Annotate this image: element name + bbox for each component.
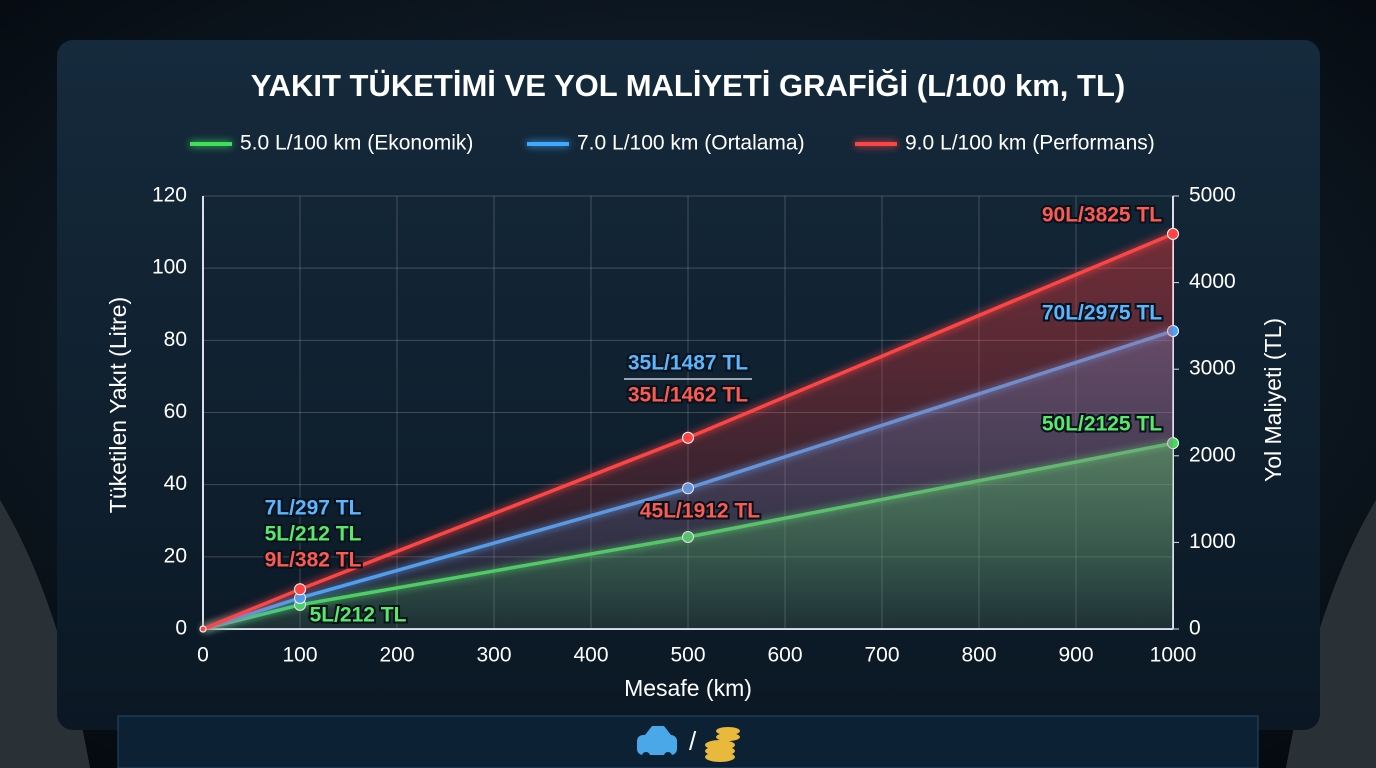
- annotation: 45L/1912 TL: [640, 500, 760, 523]
- y-tick-label: 100: [152, 256, 187, 279]
- chart-title: YAKIT TÜKETİMİ VE YOL MALİYETİ GRAFİĞİ (…: [251, 68, 1125, 103]
- x-tick-label: 900: [1058, 644, 1093, 667]
- point: [199, 625, 207, 633]
- annotation: 35L/1462 TL: [628, 384, 748, 407]
- x-tick-label: 600: [767, 644, 802, 667]
- y-axis-label: Tüketilen Yakıt (Litre): [105, 297, 131, 513]
- point: [682, 431, 694, 444]
- legend-label: 9.0 L/100 km (Performans): [905, 132, 1155, 155]
- point: [1167, 227, 1179, 240]
- point: [294, 583, 306, 596]
- y2-tick-label: 1000: [1189, 530, 1236, 553]
- y-tick-label: 40: [164, 472, 187, 495]
- icon-car: [637, 726, 677, 760]
- annotation: 5L/212 TL: [265, 523, 362, 546]
- y2-tick-label: 2000: [1189, 443, 1236, 466]
- y2-tick-label: 4000: [1189, 270, 1236, 293]
- annotation: 90L/3825 TL: [1042, 204, 1162, 227]
- y2-tick-label: 5000: [1189, 184, 1236, 207]
- legend-label: 5.0 L/100 km (Ekonomik): [240, 132, 473, 155]
- line: [202, 232, 1174, 631]
- annotation: 50L/2125 TL: [1042, 413, 1162, 436]
- bottom-bar: [117, 715, 1259, 768]
- x-tick-label: 0: [197, 644, 209, 667]
- y-tick-label: 60: [164, 400, 187, 423]
- y2-tick-label: 0: [1189, 617, 1201, 640]
- y-tick-label: 80: [164, 328, 187, 351]
- x-tick-label: 700: [864, 644, 899, 667]
- y-tick-label: 20: [164, 544, 187, 567]
- annotation: 9L/382 TL: [265, 549, 362, 572]
- annotation: 35L/1487 TL: [628, 352, 748, 375]
- y2-tick-label: 3000: [1189, 357, 1236, 380]
- x-axis-label: Mesafe (km): [624, 675, 752, 701]
- icon-coins: [705, 727, 740, 762]
- y2-axis-label: Yol Maliyeti (TL): [1260, 318, 1286, 482]
- legend-label: 7.0 L/100 km (Ortalama): [577, 132, 805, 155]
- x-tick-label: 200: [379, 644, 414, 667]
- x-tick-label: 300: [476, 644, 511, 667]
- area: [203, 233, 1173, 629]
- y-tick-label: 120: [152, 184, 187, 207]
- annotation: 7L/297 TL: [265, 497, 362, 520]
- annotation: 5L/212 TL: [310, 604, 407, 627]
- x-tick-label: 800: [961, 644, 996, 667]
- x-tick-label: 1000: [1150, 644, 1197, 667]
- x-tick-label: 500: [670, 644, 705, 667]
- x-tick-label: 400: [573, 644, 608, 667]
- y-tick-label: 0: [175, 617, 187, 640]
- annotation: 70L/2975 TL: [1042, 302, 1162, 325]
- x-tick-label: 100: [282, 644, 317, 667]
- icon-slash: /: [689, 726, 697, 756]
